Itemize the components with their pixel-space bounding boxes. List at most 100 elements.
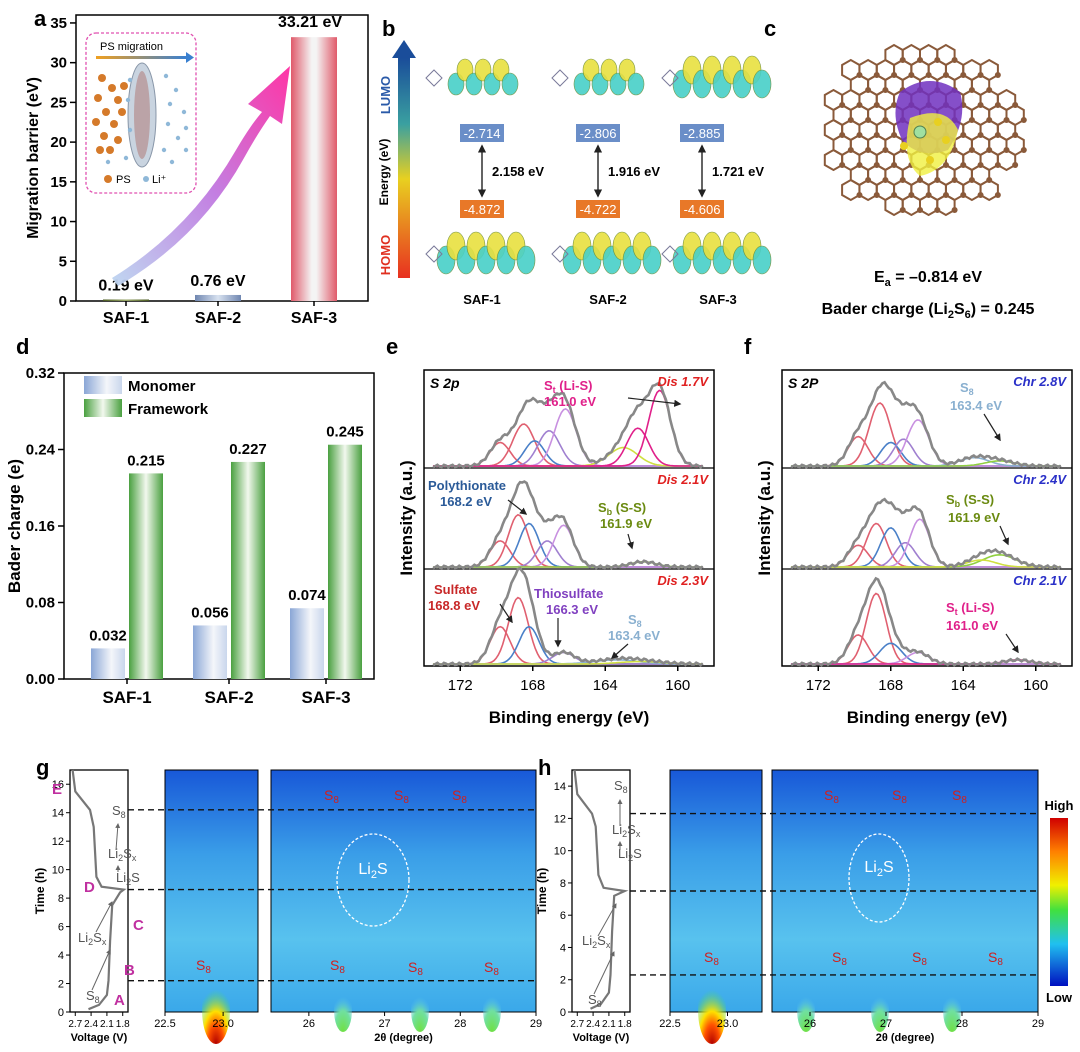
ps-particle — [94, 94, 102, 102]
dis-2.1v: Dis 2.1V — [657, 472, 709, 487]
diffraction-peak — [943, 988, 961, 1032]
sb-s-s-value: 161.9 eV — [600, 516, 652, 531]
li-ion — [123, 155, 129, 161]
sulfur-atom — [934, 118, 942, 126]
fit-component — [433, 625, 703, 665]
ytick-label: 2 — [560, 975, 566, 987]
envelope-fit — [432, 480, 704, 570]
carbon-ring — [996, 148, 1017, 172]
diffraction-peak — [334, 988, 352, 1032]
panel-e-xticks: 172 168 164 160 — [448, 666, 690, 694]
ytick-label: 4 — [560, 942, 566, 954]
panel-labels: a b c d e f g h — [16, 6, 776, 780]
li-ion — [167, 101, 173, 107]
panel-h: Time (h) 0 2 4 6 8 10 12 14 2.7 2.4 2.1 1.8 Voltage (… — [535, 769, 1044, 1044]
s8-top: S8 — [614, 778, 628, 795]
category-label: SAF-3 — [291, 310, 337, 327]
framework-value: 0.245 — [326, 424, 364, 441]
ytick-label: 10 — [52, 865, 64, 877]
li2s-label: Li2S — [358, 861, 387, 881]
bar-value-label: 0.19 eV — [98, 277, 153, 294]
panel-label-f: f — [744, 334, 752, 359]
li2sx-bottom: Li2Sx — [582, 933, 611, 950]
thiosulfate-value: 166.3 eV — [546, 602, 598, 617]
lumo-value: -2.885 — [684, 126, 721, 141]
ytick-label: 30 — [50, 55, 67, 72]
panel-d-bars: 0.032 0.215 SAF-1 0.056 0.227 SAF-2 0.074 0.245… — [89, 424, 364, 707]
sulfate-arrow — [499, 603, 513, 624]
ytick-label: 6 — [560, 910, 566, 922]
legend-monomer-label: Monomer — [128, 378, 196, 395]
fit-component — [433, 625, 703, 665]
molecule-frame — [425, 245, 443, 263]
ytick-label: 12 — [52, 836, 64, 848]
bar-monomer — [91, 648, 125, 679]
fit-component — [791, 435, 1061, 467]
chr-2.1v: Chr 2.1V — [1013, 573, 1067, 588]
voltage-tick-label: 2.7 — [570, 1019, 584, 1030]
envelope-fit — [790, 576, 1062, 667]
bar-value-label: 0.76 eV — [190, 273, 245, 290]
s8-peak-label: S8 — [324, 787, 339, 806]
s8-peak-label: S8 — [452, 787, 467, 806]
stage-C: C — [133, 917, 144, 934]
inset-frame — [85, 32, 197, 194]
molecule-frame — [551, 69, 569, 87]
s8-peak-label: S8 — [832, 949, 847, 968]
s8-peak-label: S8 — [952, 787, 967, 806]
panel-b: LUMO HOMO Energy (eV) -2.714 -4.872 2.158 … — [377, 40, 772, 307]
s8-top: S8 — [112, 803, 126, 820]
li-ion — [125, 97, 131, 103]
lumo-value: -2.806 — [580, 126, 617, 141]
homo-value: -4.722 — [580, 202, 617, 217]
s8-peak-label: S8 — [330, 957, 345, 976]
homo-value: -4.606 — [684, 202, 721, 217]
s8-label-e: S8 — [628, 612, 642, 629]
st-li-s-label: St (Li-S) — [544, 378, 593, 395]
gap-value: 1.916 eV — [608, 164, 660, 179]
panel-label-e: e — [386, 334, 398, 359]
time-axis-label: Time (h) — [33, 868, 47, 914]
panel-f-xlabel: Binding energy (eV) — [847, 708, 1008, 727]
st-li-s-value: 161.0 eV — [544, 394, 596, 409]
carbon-atom — [994, 72, 1001, 78]
carbon-ring — [979, 178, 999, 202]
sulfate-value: 168.8 eV — [428, 598, 480, 613]
homo-value: -4.872 — [464, 202, 501, 217]
panel-e-title: S 2p — [430, 375, 460, 391]
carbon-atom — [951, 207, 958, 213]
carbon-ring — [979, 148, 999, 172]
ytick-label: 10 — [50, 214, 67, 231]
panel-d-ylabel: Bader charge (e) — [5, 459, 24, 593]
li-ion — [173, 87, 179, 93]
ytick-label: 20 — [50, 134, 67, 151]
homo-orbital-3 — [661, 231, 772, 275]
bar-framework — [328, 444, 362, 679]
st-arrow-f — [1005, 633, 1019, 654]
ps-particle — [102, 108, 110, 116]
voltage-curve — [71, 769, 127, 1011]
s8-value-e: 163.4 eV — [608, 628, 660, 643]
homo-orbital-1 — [425, 231, 536, 275]
xtick-label: 160 — [1023, 677, 1048, 694]
framework-value: 0.215 — [127, 452, 165, 469]
reaction-arrow — [115, 823, 121, 851]
ytick-label: 0.08 — [26, 595, 55, 612]
ps-particle — [110, 120, 118, 128]
diffraction-peak — [698, 976, 726, 1044]
gap-value: 2.158 eV — [492, 164, 544, 179]
chr-2.8v: Chr 2.8V — [1013, 374, 1067, 389]
polythionate-arrow — [507, 499, 528, 515]
monomer-value: 0.074 — [288, 587, 326, 604]
li-ion — [169, 159, 175, 165]
fit-component — [791, 402, 1061, 467]
xtick-label: 164 — [593, 677, 618, 694]
panel-d-yticks: 0.00 0.08 0.16 0.24 0.32 — [26, 365, 64, 688]
ytick-label: 0 — [59, 293, 67, 310]
fit-component — [791, 441, 1061, 467]
ytick-label: 5 — [59, 253, 67, 270]
inset-arrow-head — [186, 52, 194, 63]
carbon-atom — [1020, 117, 1027, 123]
molecule-frame — [551, 245, 569, 263]
xtick-label: 29 — [1032, 1018, 1044, 1030]
